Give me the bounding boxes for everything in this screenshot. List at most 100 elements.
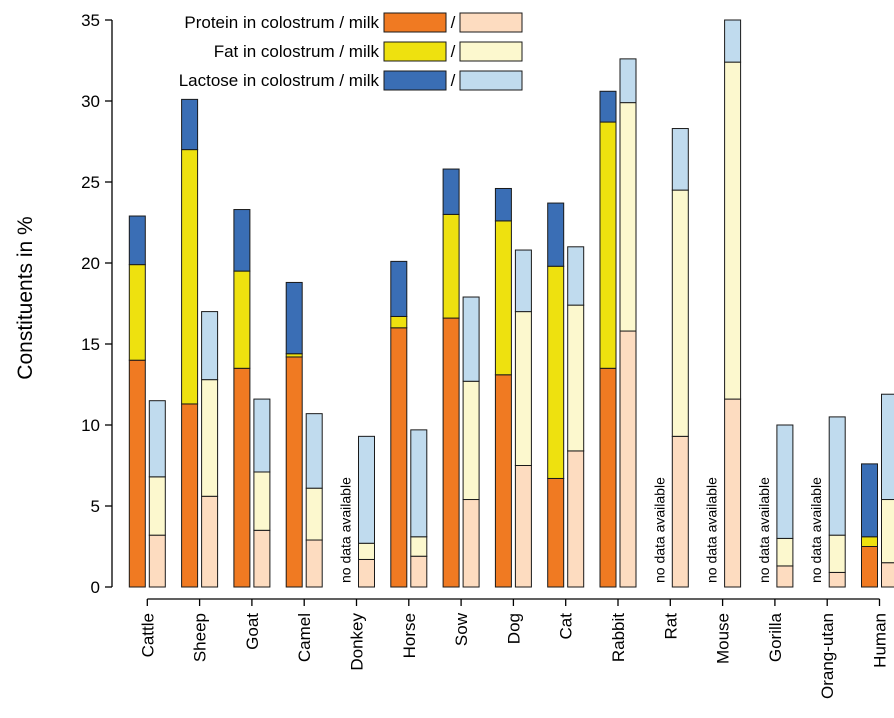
milk-protein-bar [724, 398, 742, 588]
colostrum-protein-bar [233, 367, 251, 588]
x-tick-label: Human [871, 613, 890, 668]
milk-lactose-bar [776, 424, 794, 539]
y-tick-label: 20 [81, 254, 100, 273]
colostrum-fat-bar [233, 270, 251, 369]
x-tick-label: Cattle [138, 613, 157, 657]
legend-swatch-milk [459, 41, 523, 62]
legend-separator: / [451, 42, 456, 61]
milk-fat-bar [201, 379, 219, 497]
milk-protein-bar [776, 565, 794, 588]
legend-label: Lactose in colostrum / milk [179, 71, 380, 90]
colostrum-protein-bar [861, 546, 878, 588]
colostrum-lactose-bar [233, 209, 251, 272]
milk-protein-bar [148, 534, 166, 588]
milk-fat-bar [305, 487, 323, 541]
milk-lactose-bar [724, 19, 742, 63]
legend-label: Protein in colostrum / milk [184, 13, 379, 32]
y-tick-label: 5 [91, 497, 100, 516]
colostrum-lactose-bar [442, 168, 460, 215]
milk-lactose-bar [671, 128, 689, 191]
milk-lactose-bar [881, 393, 894, 501]
milk-fat-bar [410, 536, 428, 557]
colostrum-lactose-bar [390, 260, 408, 317]
milk-protein-bar [567, 450, 585, 588]
colostrum-fat-bar [390, 315, 408, 329]
colostrum-protein-bar [390, 327, 408, 588]
colostrum-lactose-bar [128, 215, 146, 266]
milk-protein-bar [305, 539, 323, 588]
colostrum-lactose-bar [285, 281, 303, 355]
colostrum-fat-bar [547, 265, 565, 479]
legend-swatch-milk [459, 70, 523, 91]
x-tick-label: Rabbit [609, 613, 628, 662]
y-tick-label: 35 [81, 11, 100, 30]
colostrum-lactose-bar [861, 463, 878, 538]
milk-protein-bar [462, 499, 480, 588]
colostrum-protein-bar [285, 356, 303, 588]
colostrum-fat-bar [442, 213, 460, 319]
no-data-label: no data available [338, 477, 354, 583]
milk-protein-bar [253, 529, 271, 588]
x-tick-label: Goat [243, 613, 262, 650]
milk-fat-bar [828, 534, 846, 573]
milk-fat-bar [671, 189, 689, 437]
colostrum-protein-bar [547, 477, 565, 588]
legend-swatch-colostrum [383, 12, 447, 33]
colostrum-protein-bar [494, 374, 512, 588]
x-tick-label: Orang-utan [818, 613, 837, 699]
colostrum-lactose-bar [599, 90, 617, 123]
milk-lactose-bar [462, 296, 480, 382]
milk-protein-bar [410, 555, 428, 588]
milk-protein-bar [619, 330, 637, 588]
y-axis: 0 5 10 15 20 25 30 35 [81, 11, 113, 597]
legend-separator: / [451, 71, 456, 90]
legend-swatch-colostrum [383, 70, 447, 91]
colostrum-fat-bar [128, 264, 146, 361]
x-axis: Cattle Sheep Goat Camel Donkey Horse Sow Dog Cat… [138, 598, 890, 699]
legend-swatch-milk [459, 12, 523, 33]
colostrum-protein-bar [599, 367, 617, 588]
milk-lactose-bar [358, 435, 375, 544]
milk-lactose-bar [567, 246, 585, 306]
milk-fat-bar [776, 537, 794, 567]
colostrum-fat-bar [181, 149, 199, 405]
milk-fat-bar [358, 542, 375, 560]
milk-protein-bar [358, 558, 375, 588]
milk-protein-bar [514, 465, 532, 588]
y-tick-label: 25 [81, 173, 100, 192]
x-tick-label: Dog [504, 613, 523, 644]
x-tick-label: Donkey [348, 613, 367, 671]
x-tick-label: Sow [452, 612, 471, 646]
x-tick-label: Cat [557, 613, 576, 640]
x-tick-label: Horse [400, 613, 419, 658]
x-tick-label: Mouse [714, 613, 733, 664]
milk-protein-bar [828, 571, 846, 588]
legend: Protein in colostrum / milk / Fat in colos… [179, 12, 523, 91]
no-data-label: no data available [756, 477, 772, 583]
milk-protein-bar [671, 435, 689, 588]
colostrum-fat-bar [494, 220, 512, 376]
milk-lactose-bar [410, 429, 428, 538]
colostrum-lactose-bar [547, 202, 565, 267]
x-tick-label: Camel [295, 613, 314, 662]
milk-lactose-bar [148, 400, 166, 478]
legend-swatch-colostrum [383, 41, 447, 62]
y-axis-label: Constituents in % [14, 216, 37, 379]
colostrum-fat-bar [861, 536, 878, 548]
milk-lactose-bar [514, 249, 532, 313]
milk-protein-bar [201, 495, 219, 588]
y-tick-label: 10 [81, 416, 100, 435]
milk-fat-bar [514, 311, 532, 466]
bars: no data available no data available no dat… [128, 19, 894, 588]
milk-lactose-bar [201, 311, 219, 381]
legend-label: Fat in colostrum / milk [214, 42, 380, 61]
milk-lactose-bar [305, 413, 323, 489]
milk-fat-bar [253, 471, 271, 531]
x-tick-label: Rat [661, 613, 680, 640]
x-tick-label: Sheep [191, 613, 210, 662]
colostrum-protein-bar [181, 403, 199, 588]
milk-fat-bar [881, 499, 894, 564]
milk-fat-bar [148, 476, 166, 536]
colostrum-lactose-bar [181, 98, 199, 151]
